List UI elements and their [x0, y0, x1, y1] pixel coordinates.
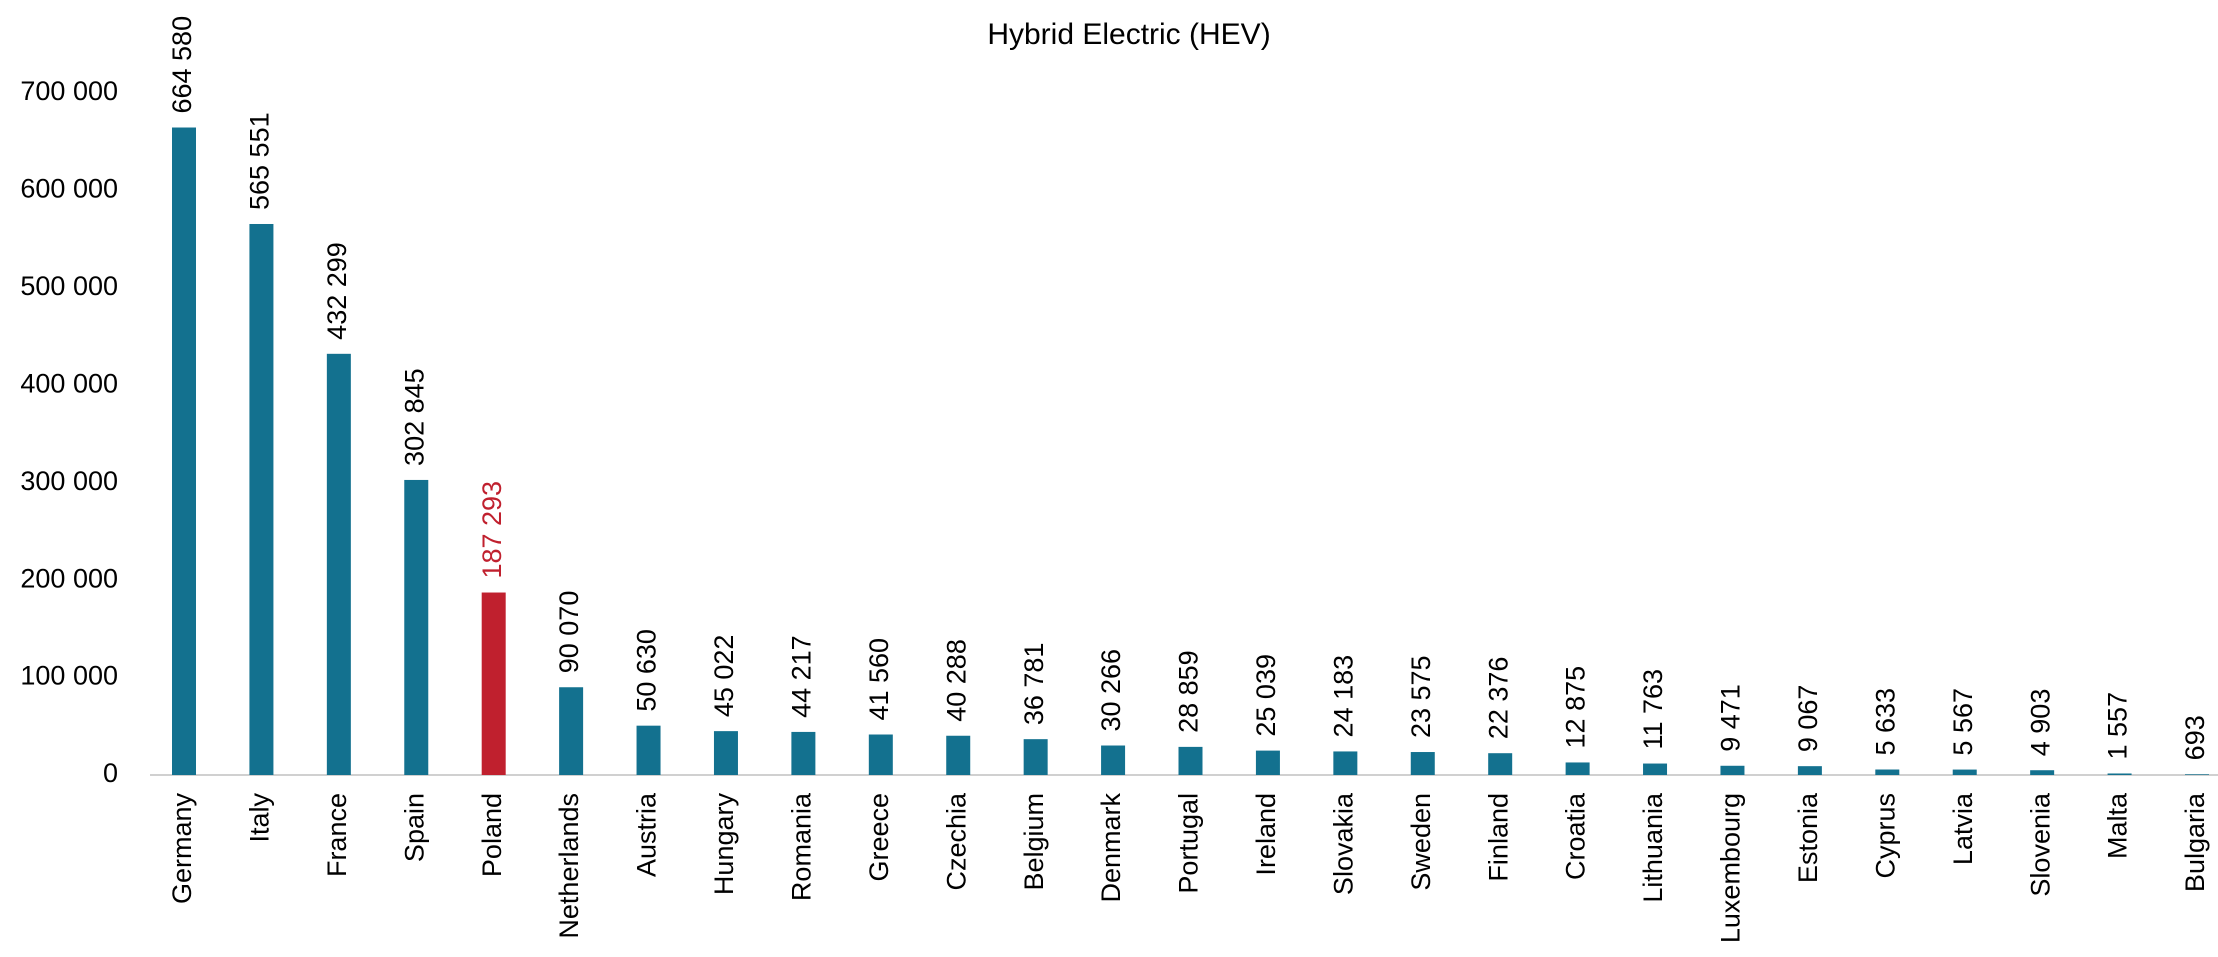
- x-tick-label: Malta: [2103, 792, 2133, 859]
- value-label: 44 217: [787, 635, 817, 718]
- value-label: 36 781: [1019, 643, 1049, 726]
- value-label: 23 575: [1406, 655, 1436, 738]
- value-label: 5 567: [1948, 688, 1978, 756]
- bar: [1952, 769, 1977, 775]
- value-label: 40 288: [941, 639, 971, 722]
- bar: [172, 127, 196, 775]
- y-tick-label: 100 000: [20, 661, 118, 691]
- value-label: 45 022: [709, 635, 739, 718]
- x-tick-label: France: [322, 793, 352, 877]
- bar: [1875, 769, 1900, 775]
- bar: [868, 734, 893, 775]
- x-tick-label: Czechia: [941, 792, 971, 891]
- x-tick-label: Hungary: [709, 793, 739, 896]
- value-label: 302 845: [399, 368, 429, 466]
- bar: [2030, 770, 2055, 775]
- x-tick-label: Austria: [632, 792, 662, 877]
- value-label: 25 039: [1251, 654, 1281, 737]
- x-tick-label: Estonia: [1793, 792, 1823, 883]
- value-label: 90 070: [554, 591, 584, 674]
- value-label: 693: [2180, 715, 2210, 760]
- bar: [559, 687, 584, 775]
- y-tick-label: 500 000: [20, 271, 118, 301]
- bar: [1101, 745, 1126, 775]
- value-label: 22 376: [1483, 657, 1513, 740]
- value-label: 5 633: [1870, 688, 1900, 756]
- bar: [2185, 774, 2209, 775]
- bar: [1797, 766, 1822, 775]
- x-tick-label: Belgium: [1019, 793, 1049, 891]
- value-label: 41 560: [864, 638, 894, 721]
- x-tick-label: Slovakia: [1328, 792, 1358, 895]
- value-label: 9 067: [1793, 685, 1823, 753]
- x-tick-label: Slovenia: [2025, 792, 2055, 897]
- value-label: 187 293: [477, 481, 507, 579]
- bar: [1255, 750, 1280, 775]
- bar: [249, 223, 274, 775]
- x-tick-label: Ireland: [1251, 793, 1281, 876]
- value-label: 11 763: [1638, 669, 1668, 750]
- bar: [1565, 762, 1590, 775]
- x-tick-label: Poland: [477, 793, 507, 877]
- x-tick-label: Sweden: [1406, 793, 1436, 891]
- bar: [326, 353, 351, 775]
- bar: [1488, 753, 1513, 775]
- x-tick-label: Italy: [245, 793, 275, 843]
- value-label: 28 859: [1174, 650, 1204, 733]
- value-label: 4 903: [2025, 689, 2055, 757]
- y-tick-label: 700 000: [20, 76, 118, 106]
- value-label: 50 630: [632, 629, 662, 712]
- value-label: 565 551: [245, 112, 275, 210]
- bar: [481, 592, 506, 775]
- bar: [1333, 751, 1358, 775]
- y-tick-label: 200 000: [20, 563, 118, 593]
- y-tick-label: 400 000: [20, 368, 118, 398]
- bar: [636, 725, 661, 775]
- x-tick-label: Latvia: [1948, 792, 1978, 865]
- bar: [2107, 773, 2132, 775]
- y-tick-label: 600 000: [20, 174, 118, 204]
- x-tick-label: Denmark: [1096, 793, 1126, 903]
- x-tick-label: Germany: [167, 793, 197, 905]
- bar: [946, 735, 971, 775]
- x-tick-label: Netherlands: [554, 793, 584, 939]
- x-tick-label: Lithuania: [1638, 792, 1668, 903]
- value-label: 1 557: [2103, 692, 2133, 760]
- value-label: 9 471: [1716, 684, 1746, 752]
- bar: [404, 479, 429, 775]
- x-tick-label: Finland: [1483, 793, 1513, 882]
- y-tick-label: 300 000: [20, 466, 118, 496]
- bar: [713, 731, 738, 775]
- x-tick-label: Cyprus: [1870, 793, 1900, 879]
- bar: [1178, 746, 1203, 775]
- x-tick-label: Luxembourg: [1716, 793, 1746, 943]
- value-label: 24 183: [1328, 655, 1358, 738]
- chart-title: Hybrid Electric (HEV): [987, 18, 1270, 51]
- y-tick-label: 0: [103, 758, 118, 788]
- x-tick-label: Bulgaria: [2180, 792, 2210, 892]
- value-label: 30 266: [1096, 649, 1126, 732]
- value-label: 12 875: [1561, 666, 1591, 749]
- x-tick-label: Spain: [399, 793, 429, 862]
- value-label: 664 580: [167, 16, 197, 114]
- bar: [1023, 739, 1048, 775]
- bar: [1720, 765, 1745, 775]
- x-tick-label: Portugal: [1174, 793, 1204, 894]
- value-label: 432 299: [322, 242, 352, 340]
- x-tick-label: Croatia: [1561, 792, 1591, 880]
- bar: [1643, 763, 1668, 775]
- x-tick-label: Greece: [864, 793, 894, 882]
- bar: [1410, 752, 1435, 775]
- x-tick-label: Romania: [787, 792, 817, 901]
- bar: [791, 731, 816, 775]
